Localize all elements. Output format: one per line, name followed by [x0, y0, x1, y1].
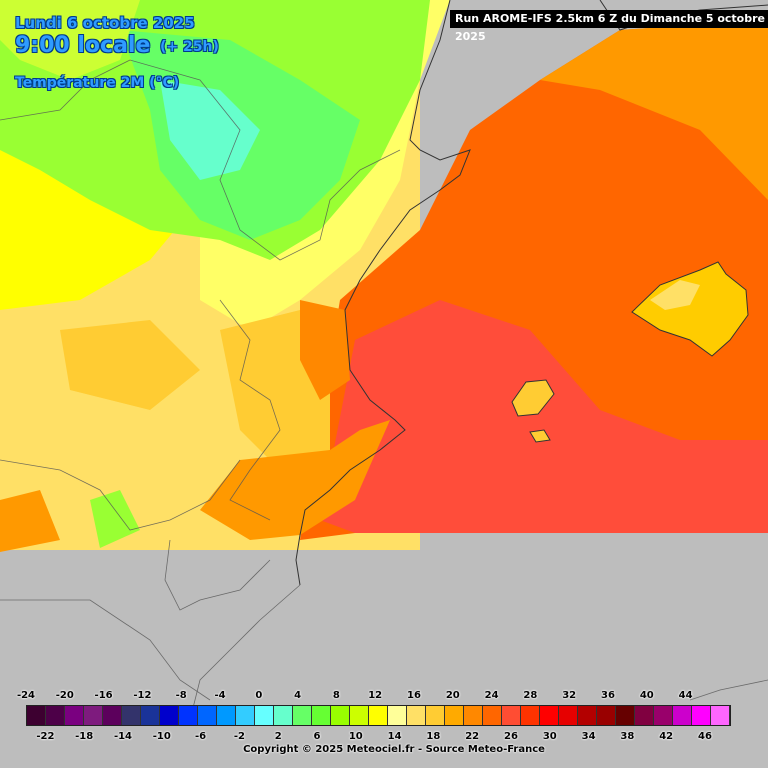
- legend-swatch: [65, 706, 84, 725]
- copyright-text: Copyright © 2025 Meteociel.fr - Source M…: [243, 744, 545, 755]
- legend-swatch: [654, 706, 673, 725]
- legend-label-top: 40: [639, 690, 654, 701]
- legend-swatch: [293, 706, 312, 725]
- color-scale-legend: [26, 705, 731, 726]
- legend-swatch: [46, 706, 65, 725]
- legend-swatch: [160, 706, 179, 725]
- legend-swatch: [559, 706, 578, 725]
- legend-swatch: [331, 706, 350, 725]
- legend-label-top: 28: [523, 690, 538, 701]
- legend-label-top: -20: [55, 690, 74, 701]
- legend-swatch: [312, 706, 331, 725]
- legend-swatch: [274, 706, 293, 725]
- region-borders: [0, 59, 401, 261]
- parameter-title: Température 2M (°C): [15, 75, 180, 91]
- forecast-date: Lundi 6 octobre 2025: [15, 14, 195, 32]
- legend-label-bottom: -10: [152, 731, 171, 742]
- legend-swatch: [445, 706, 464, 725]
- legend-label-bottom: 22: [465, 731, 480, 742]
- model-run-banner: Run AROME-IFS 2.5km 6 Z du Dimanche 5 oc…: [450, 10, 768, 43]
- legend-label-bottom: -18: [75, 731, 94, 742]
- legend-swatch: [27, 706, 46, 725]
- legend-label-top: 44: [678, 690, 693, 701]
- legend-label-top: 4: [294, 690, 302, 701]
- legend-label-top: -4: [214, 690, 226, 701]
- legend-label-bottom: -22: [36, 731, 55, 742]
- legend-swatch: [597, 706, 616, 725]
- legend-swatch: [578, 706, 597, 725]
- legend-label-bottom: 10: [348, 731, 363, 742]
- legend-swatch: [711, 706, 730, 725]
- legend-label-bottom: 38: [620, 731, 635, 742]
- legend-label-top: -12: [133, 690, 152, 701]
- legend-label-bottom: 14: [387, 731, 402, 742]
- legend-label-bottom: 26: [504, 731, 518, 742]
- legend-swatch: [407, 706, 426, 725]
- legend-label-bottom: -14: [113, 731, 133, 742]
- legend-label-top: -24: [16, 690, 36, 701]
- legend-label-top: 0: [255, 690, 263, 701]
- legend-label-top: 36: [601, 690, 615, 701]
- forecast-lead-time: (+ 25h): [160, 39, 219, 55]
- legend-swatch: [521, 706, 540, 725]
- legend-swatch: [426, 706, 445, 725]
- legend-label-bottom: 42: [659, 731, 674, 742]
- legend-label-top: 20: [445, 690, 460, 701]
- legend-label-bottom: 30: [542, 731, 557, 742]
- legend-swatch: [350, 706, 369, 725]
- legend-swatch: [635, 706, 654, 725]
- legend-label-top: -16: [94, 690, 113, 701]
- forecast-time: 9:00 locale: [15, 33, 151, 58]
- legend-label-bottom: 18: [426, 731, 441, 742]
- legend-swatch: [198, 706, 217, 725]
- legend-swatch: [483, 706, 502, 725]
- legend-swatch: [673, 706, 692, 725]
- legend-swatch: [616, 706, 635, 725]
- legend-swatch: [369, 706, 388, 725]
- ibiza-island: [511, 379, 555, 417]
- legend-label-bottom: -2: [233, 731, 245, 742]
- legend-label-top: 32: [562, 690, 577, 701]
- legend-label-bottom: -6: [195, 731, 207, 742]
- legend-swatch: [236, 706, 255, 725]
- legend-label-top: 16: [407, 690, 421, 701]
- legend-label-top: 24: [484, 690, 499, 701]
- legend-swatch: [84, 706, 103, 725]
- legend-swatch: [388, 706, 407, 725]
- legend-swatch: [502, 706, 521, 725]
- legend-swatch: [217, 706, 236, 725]
- legend-swatch: [464, 706, 483, 725]
- legend-swatch: [122, 706, 141, 725]
- legend-label-bottom: 6: [313, 731, 321, 742]
- legend-label-top: 8: [332, 690, 340, 701]
- legend-swatch: [255, 706, 274, 725]
- legend-label-top: 12: [368, 690, 383, 701]
- legend-label-bottom: 46: [698, 731, 712, 742]
- legend-swatch: [179, 706, 198, 725]
- legend-swatch: [103, 706, 122, 725]
- coastline: [295, 0, 471, 586]
- warm-sea-zone: [320, 300, 768, 533]
- legend-swatch: [692, 706, 711, 725]
- legend-label-bottom: 2: [274, 731, 282, 742]
- legend-swatch: [540, 706, 559, 725]
- legend-label-bottom: 34: [581, 731, 596, 742]
- legend-swatch: [141, 706, 160, 725]
- legend-label-top: -8: [175, 690, 187, 701]
- mallorca-island: [631, 261, 749, 357]
